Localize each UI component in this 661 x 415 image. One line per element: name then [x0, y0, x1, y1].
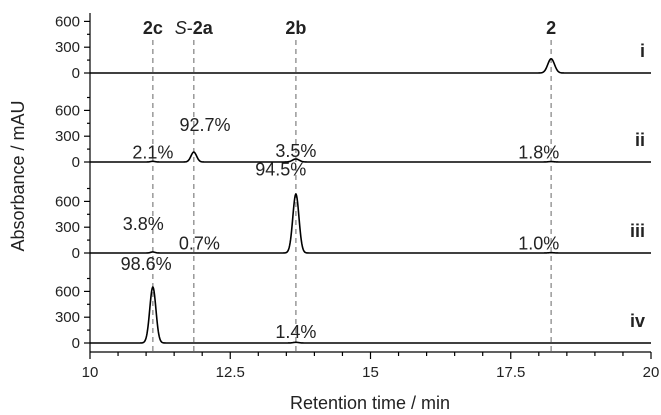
reference-lines: [152, 40, 552, 352]
trace-iv: [90, 286, 651, 344]
y-tick-label: 300: [55, 128, 80, 145]
compound-label-part: 2b: [285, 18, 306, 38]
compound-label-2b: 2b: [285, 18, 306, 38]
peak-label: 1.4%: [275, 322, 316, 342]
peak-label: 94.5%: [255, 160, 306, 180]
peak-label: 98.6%: [121, 254, 172, 274]
y-tick-label: 0: [72, 65, 80, 82]
compound-labels: 2c S-2a 2b 2: [143, 18, 556, 38]
y-axis-title: Absorbance / mAU: [8, 100, 28, 251]
y-tick-label: 0: [72, 245, 80, 262]
compound-label-part: -: [187, 18, 193, 38]
peak-label: 1.8%: [518, 143, 559, 163]
y-tick-label: 300: [55, 309, 80, 326]
y-tick-label: 600: [55, 13, 80, 30]
traces: [90, 58, 651, 344]
compound-label-part: 2a: [193, 18, 214, 38]
compound-label-2: 2: [546, 18, 556, 38]
peak-label: 2.1%: [132, 143, 173, 163]
peak-labels: 2.1% 92.7% 3.5% 1.8% 3.8% 0.7% 94.5% 1.0% 98.6% 1…: [121, 115, 560, 342]
peak-label: 1.0%: [518, 234, 559, 254]
y-tick-label: 600: [55, 283, 80, 300]
x-tick-label: 15: [362, 364, 379, 381]
trace-label-iv: iv: [630, 311, 645, 331]
trace-iii: [90, 193, 651, 254]
x-tick-label: 20: [643, 364, 660, 381]
compound-label-part: 2: [546, 18, 556, 38]
trace-label-iii: iii: [630, 221, 645, 241]
peak-label: 0.7%: [179, 234, 220, 254]
y-axis: 0 300 600 0 300 600 0 300 600 0 300 600: [55, 13, 91, 352]
trace-label-i: i: [640, 41, 645, 61]
y-tick-label: 0: [72, 335, 80, 352]
x-tick-label: 10: [82, 364, 99, 381]
x-axis-title: Retention time / min: [290, 393, 450, 413]
y-tick-label: 300: [55, 219, 80, 236]
trace-ii: [90, 151, 651, 163]
peak-label: 92.7%: [179, 115, 230, 135]
x-tick-label: 12.5: [216, 364, 245, 381]
y-tick-label: 600: [55, 193, 80, 210]
compound-label-part: 2c: [143, 18, 163, 38]
peak-label: 3.5%: [275, 141, 316, 161]
compound-label-2c: 2c: [143, 18, 163, 38]
y-tick-label: 300: [55, 39, 80, 56]
x-axis: 10 12.5 15 17.5 20: [82, 351, 660, 381]
compound-label-part: S: [175, 18, 187, 38]
y-tick-label: 0: [72, 154, 80, 171]
y-tick-label: 600: [55, 102, 80, 119]
peak-label: 3.8%: [123, 214, 164, 234]
trace-label-ii: ii: [635, 130, 645, 150]
compound-label-S-2a: S-2a: [175, 18, 214, 38]
x-tick-label: 17.5: [496, 364, 525, 381]
trace-i: [90, 58, 651, 74]
